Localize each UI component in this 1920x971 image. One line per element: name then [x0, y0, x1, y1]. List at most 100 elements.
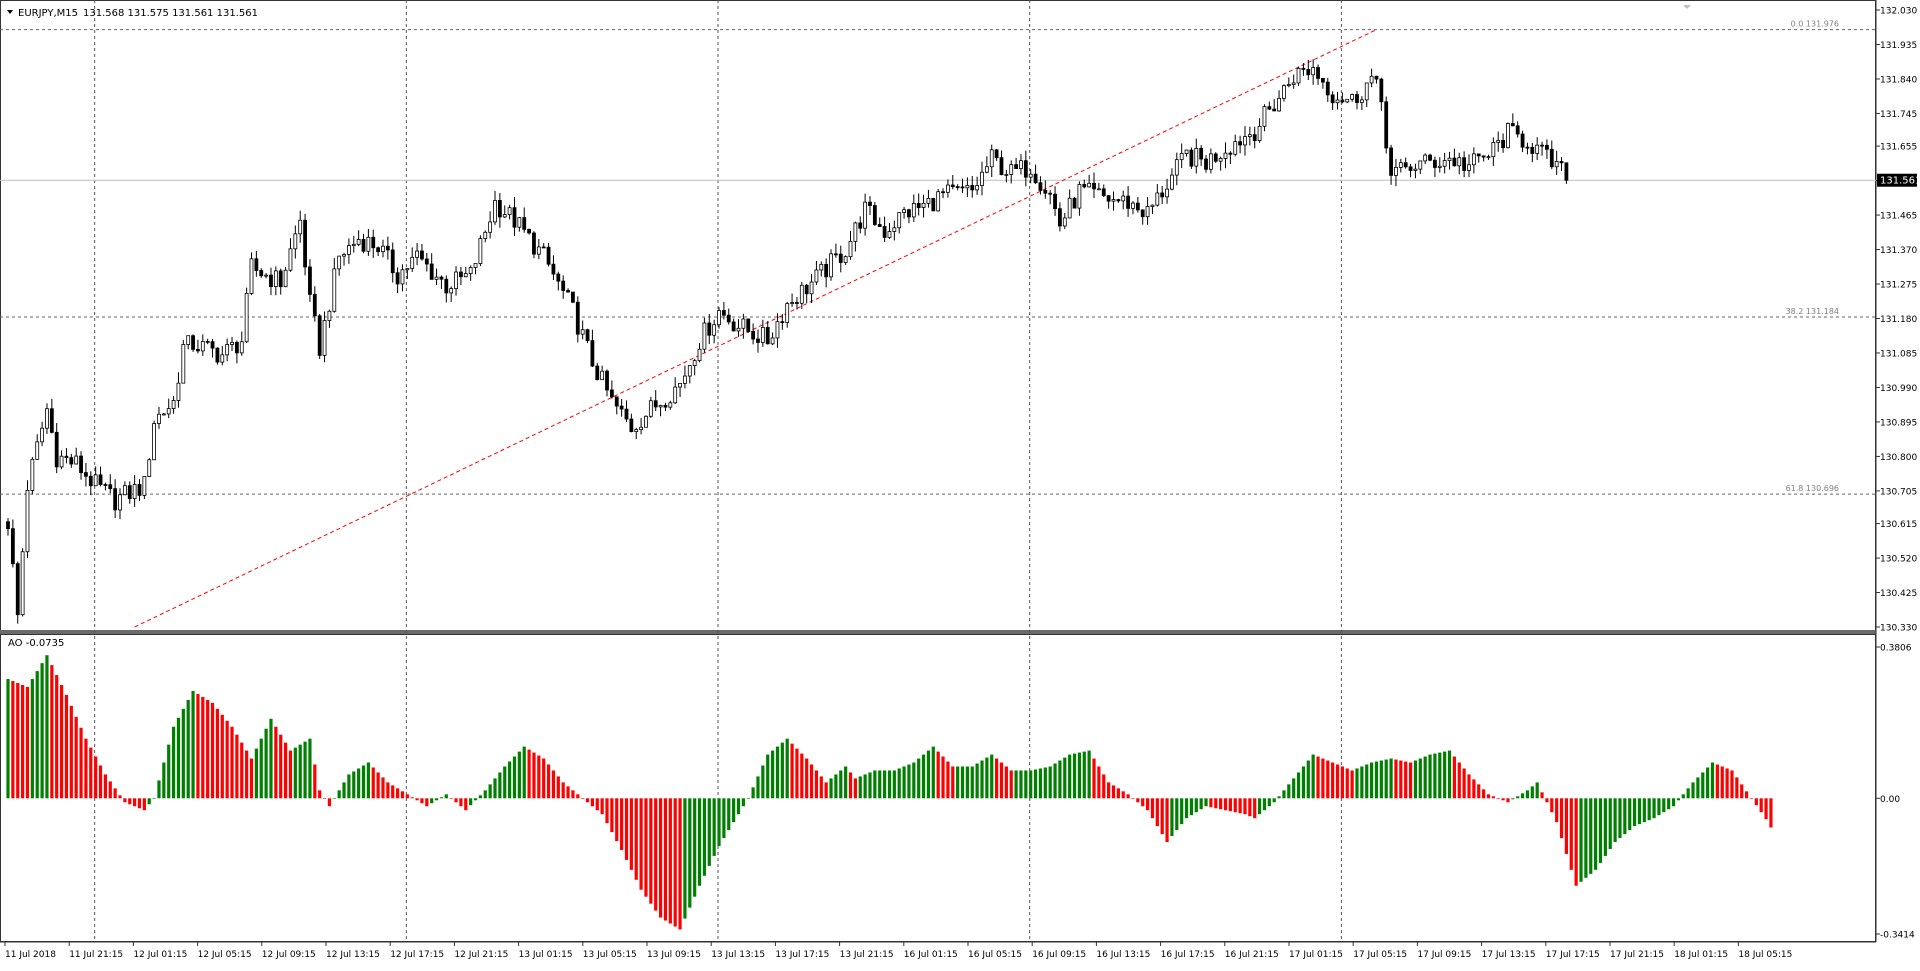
candle — [1286, 77, 1291, 88]
ao-bar — [629, 798, 633, 870]
ao-bar — [483, 790, 487, 799]
candle-body — [1072, 197, 1077, 209]
price-tick-label: 130.425 — [1880, 589, 1917, 599]
ao-bar — [741, 798, 745, 807]
candle-body — [809, 281, 814, 295]
ao-bar — [1744, 791, 1749, 799]
candle-body — [1121, 195, 1126, 202]
candle-body — [863, 201, 868, 229]
candle-body — [45, 408, 49, 429]
candle-body — [1116, 199, 1121, 202]
candle-body — [760, 327, 765, 343]
candle — [1559, 157, 1564, 172]
candle-body — [721, 310, 726, 316]
price-tick-label: 130.800 — [1880, 453, 1917, 463]
candle-body — [1174, 159, 1179, 176]
candle — [1165, 178, 1169, 204]
ao-bar — [245, 750, 249, 799]
ao-bar — [1408, 762, 1413, 799]
ao-bar — [732, 798, 736, 823]
candle — [1082, 179, 1087, 189]
candle-body — [799, 284, 804, 304]
candle-body — [624, 408, 629, 420]
candle-body — [795, 302, 799, 304]
ao-bar — [1111, 785, 1116, 799]
ao-bar — [980, 760, 984, 799]
ao-bar — [1340, 766, 1344, 799]
candle — [721, 302, 726, 320]
candle-body — [196, 348, 200, 352]
price-tick-label: 131.745 — [1880, 110, 1917, 120]
ao-bar — [624, 798, 629, 860]
candle-body — [663, 405, 668, 408]
price-tick-label: 131.935 — [1880, 41, 1917, 51]
ao-bar — [620, 798, 624, 850]
ao-bar — [1292, 778, 1296, 799]
ao-bar — [1087, 750, 1091, 799]
ao-bar — [201, 696, 205, 799]
price-tick-label: 130.615 — [1880, 520, 1917, 530]
candle-body — [687, 365, 692, 377]
candle-body — [1208, 153, 1213, 170]
candle-body — [1282, 85, 1286, 99]
scroll-indicator-icon[interactable] — [1683, 5, 1691, 9]
candle-body — [1150, 204, 1155, 207]
candle-body — [122, 485, 127, 496]
ao-bar — [736, 798, 741, 815]
trendline[interactable] — [134, 29, 1377, 628]
ao-bar — [1194, 798, 1198, 813]
ao-bar — [1184, 798, 1189, 819]
ao-bar — [459, 798, 463, 807]
candle — [926, 189, 931, 208]
candle-body — [376, 247, 381, 253]
ao-bar — [863, 774, 867, 799]
ao-bar — [434, 798, 439, 801]
ao-bar — [1272, 798, 1276, 803]
time-tick-label: 17 Jul 13:15 — [1482, 950, 1536, 960]
candle — [1501, 133, 1505, 153]
ao-bar — [269, 718, 273, 799]
candle — [225, 338, 230, 362]
candle — [371, 229, 376, 258]
candle-body — [946, 184, 950, 193]
candle — [1379, 77, 1384, 111]
candle-body — [308, 266, 312, 295]
ao-bar — [1710, 762, 1715, 799]
ao-bar — [35, 671, 39, 799]
candle-body — [1048, 192, 1053, 195]
candle — [624, 400, 629, 423]
candle-body — [1014, 164, 1018, 169]
ao-bar — [712, 798, 716, 856]
candle — [507, 204, 512, 220]
ao-bar — [921, 754, 926, 799]
time-tick-label: 16 Jul 17:15 — [1161, 950, 1215, 960]
ao-bar — [376, 772, 380, 799]
ao-bar — [595, 798, 599, 811]
candle — [1296, 66, 1301, 86]
ao-bar — [371, 767, 375, 799]
candle — [605, 369, 609, 397]
ao-bar — [478, 795, 482, 799]
candle-body — [897, 212, 902, 229]
ao-bar — [1550, 798, 1554, 813]
candle-body — [132, 484, 137, 500]
ao-bar — [990, 754, 994, 799]
candle — [1486, 154, 1491, 160]
chart-header: EURJPY,M15 131.568 131.575 131.561 131.5… — [7, 8, 258, 19]
ao-bar — [1175, 798, 1179, 831]
candle — [717, 307, 721, 329]
candle-body — [1189, 149, 1194, 167]
chart-menu-triangle-icon[interactable] — [7, 10, 13, 14]
candle — [1545, 139, 1549, 159]
candle-body — [1160, 192, 1165, 198]
ao-bar — [1735, 777, 1739, 799]
candle — [848, 230, 853, 260]
ao-bar — [1180, 798, 1184, 825]
ao-bar — [94, 756, 98, 799]
ao-bar — [917, 758, 921, 799]
candle-body — [171, 400, 176, 409]
ao-bar — [873, 770, 877, 799]
panel-divider[interactable] — [0, 630, 1876, 635]
candle-body — [10, 528, 15, 565]
ao-bar — [722, 798, 726, 839]
